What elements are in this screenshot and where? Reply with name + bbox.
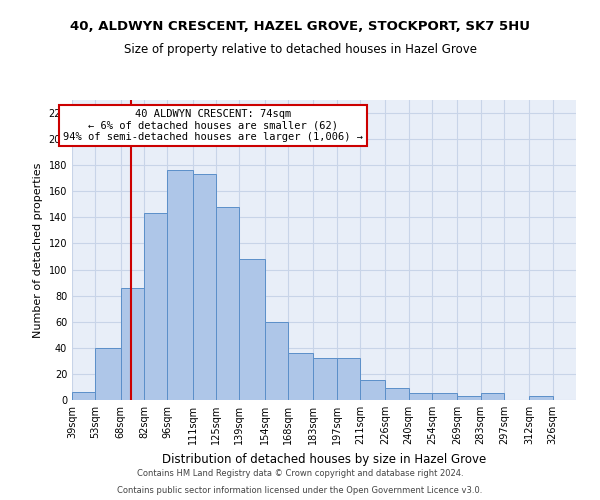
Bar xyxy=(457,396,481,400)
X-axis label: Distribution of detached houses by size in Hazel Grove: Distribution of detached houses by size … xyxy=(162,452,486,466)
Text: Contains HM Land Registry data © Crown copyright and database right 2024.: Contains HM Land Registry data © Crown c… xyxy=(137,468,463,477)
Bar xyxy=(193,174,216,400)
Bar xyxy=(239,259,265,400)
Bar xyxy=(95,348,121,400)
Bar xyxy=(529,396,553,400)
Bar xyxy=(265,322,288,400)
Bar xyxy=(385,388,409,400)
Bar xyxy=(409,394,432,400)
Bar xyxy=(313,358,337,400)
Bar xyxy=(481,394,504,400)
Bar xyxy=(121,288,144,400)
Bar xyxy=(337,358,360,400)
Bar xyxy=(167,170,193,400)
Text: 40, ALDWYN CRESCENT, HAZEL GROVE, STOCKPORT, SK7 5HU: 40, ALDWYN CRESCENT, HAZEL GROVE, STOCKP… xyxy=(70,20,530,33)
Bar xyxy=(360,380,385,400)
Bar xyxy=(144,214,167,400)
Y-axis label: Number of detached properties: Number of detached properties xyxy=(33,162,43,338)
Text: Contains public sector information licensed under the Open Government Licence v3: Contains public sector information licen… xyxy=(118,486,482,495)
Text: 40 ALDWYN CRESCENT: 74sqm
← 6% of detached houses are smaller (62)
94% of semi-d: 40 ALDWYN CRESCENT: 74sqm ← 6% of detach… xyxy=(63,109,363,142)
Bar xyxy=(432,394,457,400)
Bar xyxy=(216,207,239,400)
Text: Size of property relative to detached houses in Hazel Grove: Size of property relative to detached ho… xyxy=(124,42,476,56)
Bar xyxy=(288,353,313,400)
Bar xyxy=(72,392,95,400)
